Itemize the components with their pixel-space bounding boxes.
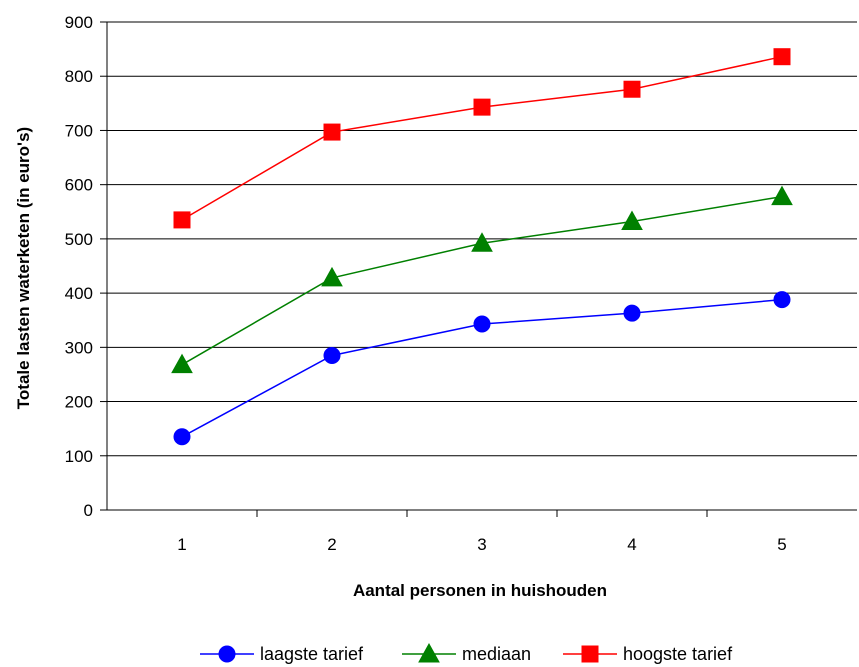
data-point	[773, 291, 791, 309]
data-point	[773, 48, 791, 66]
y-tick-label: 900	[65, 13, 93, 32]
x-tick-labels: 1 2 3 4 5	[177, 535, 786, 554]
data-point	[173, 211, 191, 229]
y-tick-labels: 0 100 200 300 400 500 600 700 800 900	[65, 13, 93, 520]
legend-label: mediaan	[462, 644, 531, 664]
data-point	[323, 123, 341, 141]
data-point	[473, 98, 491, 116]
series-laagste-tarief	[173, 291, 791, 446]
y-tick-label: 600	[65, 176, 93, 195]
y-tick-label: 100	[65, 447, 93, 466]
series-mediaan	[171, 185, 793, 374]
x-tick-label: 2	[327, 535, 336, 554]
data-point	[473, 315, 491, 333]
legend-label: laagste tarief	[260, 644, 364, 664]
y-tick-label: 500	[65, 230, 93, 249]
y-tick-label: 400	[65, 284, 93, 303]
series-line	[181, 195, 783, 366]
y-tick-label: 700	[65, 121, 93, 140]
data-point	[173, 428, 191, 446]
data-point	[771, 185, 793, 206]
legend: laagste tarief mediaan hoogste tarief	[200, 642, 733, 664]
data-point	[623, 304, 641, 322]
data-point	[323, 346, 341, 364]
series-group	[171, 48, 793, 446]
data-point	[321, 266, 343, 287]
legend-marker	[418, 642, 440, 663]
legend-marker	[581, 645, 599, 663]
series-hoogste-tarief	[173, 48, 791, 229]
y-tick-label: 0	[84, 501, 93, 520]
data-point	[621, 210, 643, 231]
data-point	[171, 353, 193, 374]
y-tick-label: 800	[65, 67, 93, 86]
data-point	[623, 80, 641, 98]
y-tick-label: 200	[65, 393, 93, 412]
legend-item: mediaan	[402, 642, 531, 664]
x-tick-label: 5	[777, 535, 786, 554]
x-tick-label: 1	[177, 535, 186, 554]
y-tick-label: 300	[65, 338, 93, 357]
x-tick-label: 3	[477, 535, 486, 554]
x-axis-title: Aantal personen in huishouden	[353, 581, 607, 600]
data-point	[471, 232, 493, 252]
axes	[100, 21, 857, 517]
x-tick-label: 4	[627, 535, 636, 554]
legend-marker	[218, 645, 236, 663]
series-line	[181, 55, 783, 221]
legend-item: hoogste tarief	[563, 644, 733, 664]
legend-label: hoogste tarief	[623, 644, 733, 664]
y-axis-title: Totale lasten waterketen (in euro's)	[14, 127, 33, 409]
legend-item: laagste tarief	[200, 644, 364, 664]
